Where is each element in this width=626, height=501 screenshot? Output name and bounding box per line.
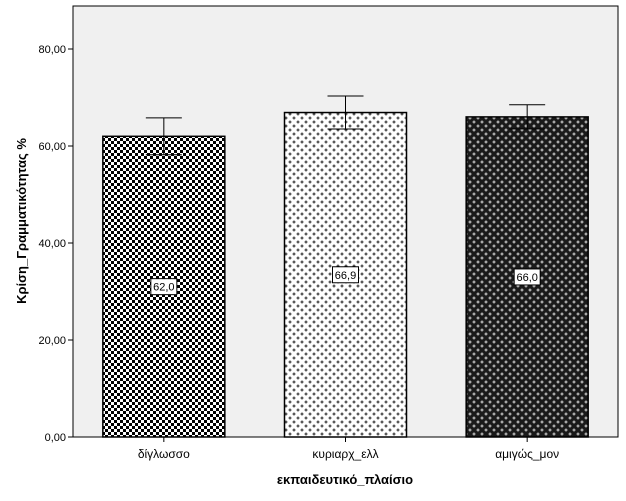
data-label: 66,0 (516, 272, 537, 284)
x-axis: δίγλωσσο κυριαρχ_ελλ αμιγώς_μον (138, 437, 559, 461)
y-tick-label: 80,00 (38, 44, 66, 56)
data-label-box (150, 278, 178, 296)
y-tick-label: 0,00 (45, 432, 66, 444)
y-axis-title: Κρίση_Γραμματικότητας % (14, 138, 29, 304)
data-label: 66,9 (335, 270, 356, 282)
data-label-box (332, 266, 359, 284)
data-label-box (513, 268, 541, 286)
y-tick-label: 60,00 (38, 141, 66, 153)
x-tick-label: κυριαρχ_ελλ (312, 447, 378, 461)
data-label: 62,0 (153, 282, 174, 294)
y-tick-label: 40,00 (38, 238, 66, 250)
error-bars (145, 95, 546, 156)
x-axis-title: εκπαιδευτικό_πλαίσιο (277, 472, 413, 487)
x-tick-label: δίγλωσσο (138, 447, 190, 461)
y-tick-label: 20,00 (38, 335, 66, 347)
y-axis: 0,00 20,00 40,00 60,00 80,00 (38, 44, 73, 444)
x-tick-label: αμιγώς_μον (495, 447, 559, 461)
bars (102, 111, 589, 438)
data-labels: 62,0 66,9 66,0 (150, 266, 541, 296)
